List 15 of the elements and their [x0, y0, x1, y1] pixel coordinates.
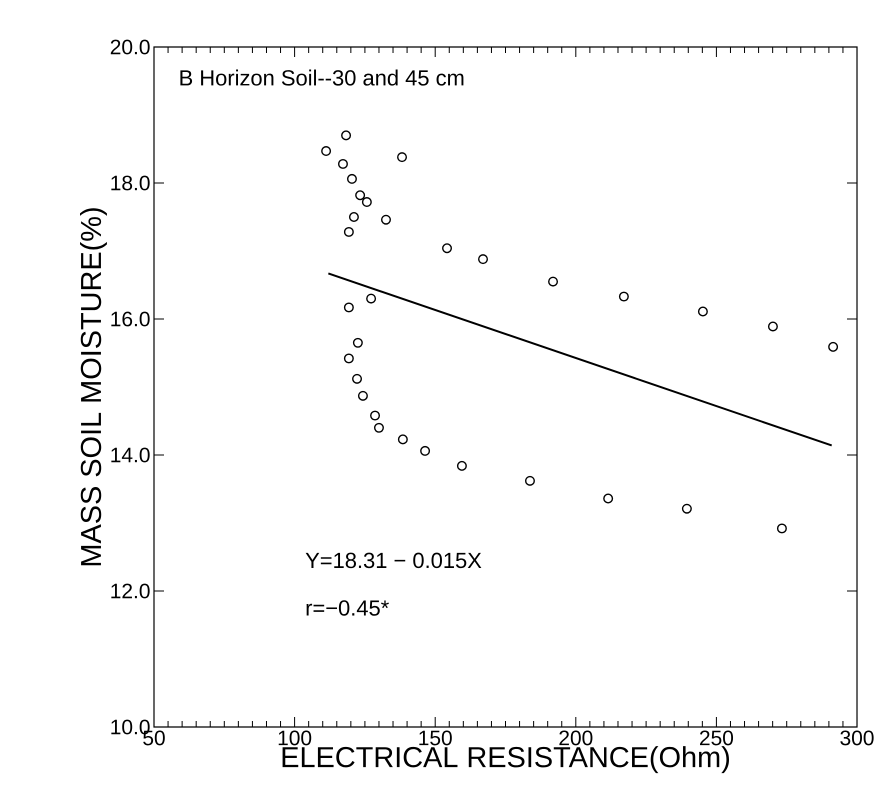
y-tick-label: 16.0 [111, 312, 150, 326]
x-axis-title: ELECTRICAL RESISTANCE(Ohm) [282, 746, 729, 774]
text: B Horizon Soil--30 and 45 cm [180, 70, 464, 86]
annotation: r=−0.45* [306, 600, 389, 616]
x-tick-label: 200 [559, 730, 592, 746]
x-tick-label: 300 [840, 730, 874, 746]
annotation: Y=18.31 − 0.015X [306, 552, 482, 568]
x-tick-label: 250 [700, 730, 734, 746]
y-tick-label: 14.0 [111, 448, 150, 462]
y-axis-title: MASS SOIL MOISTURE(%) [80, 208, 107, 566]
y-tick-label: 20.0 [110, 40, 150, 54]
y-tick-label: 12.0 [111, 584, 150, 598]
y-tick-label: 18.0 [111, 176, 150, 190]
x-tick-label: 100 [278, 730, 312, 746]
x-tick-label: 150 [419, 730, 452, 746]
